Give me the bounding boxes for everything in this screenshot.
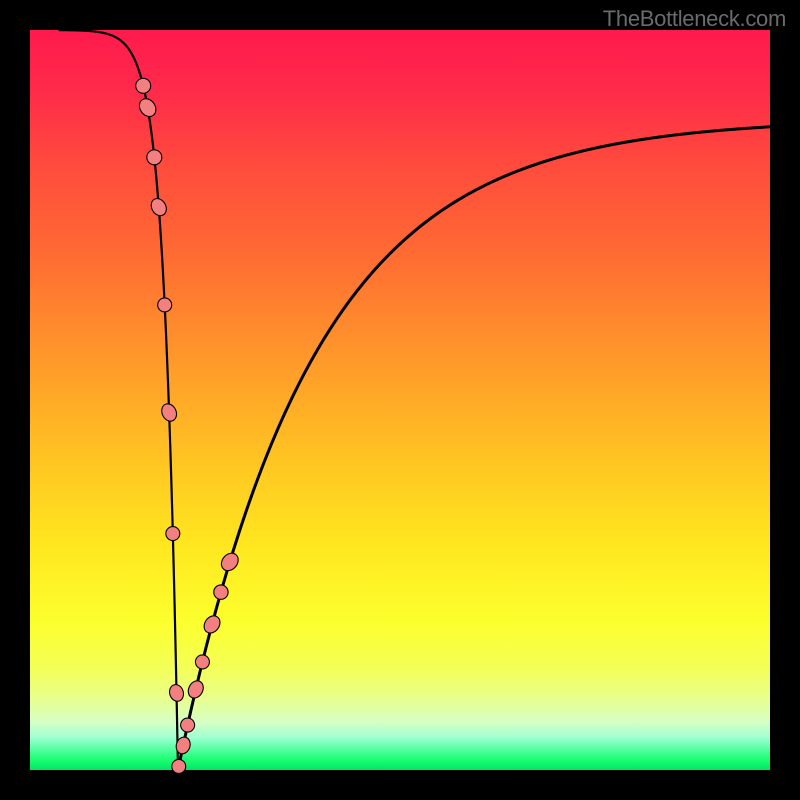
watermark-label: TheBottleneck.com — [603, 6, 786, 32]
curve-marker — [195, 655, 209, 669]
chart-svg — [0, 0, 800, 800]
curve-marker — [172, 759, 186, 773]
curve-marker — [147, 150, 162, 165]
curve-marker — [181, 718, 195, 732]
curve-marker — [158, 298, 172, 312]
plot-background — [30, 30, 770, 770]
chart-container: TheBottleneck.com — [0, 0, 800, 800]
curve-marker — [214, 585, 228, 599]
curve-marker — [136, 78, 151, 93]
curve-marker — [166, 527, 180, 541]
